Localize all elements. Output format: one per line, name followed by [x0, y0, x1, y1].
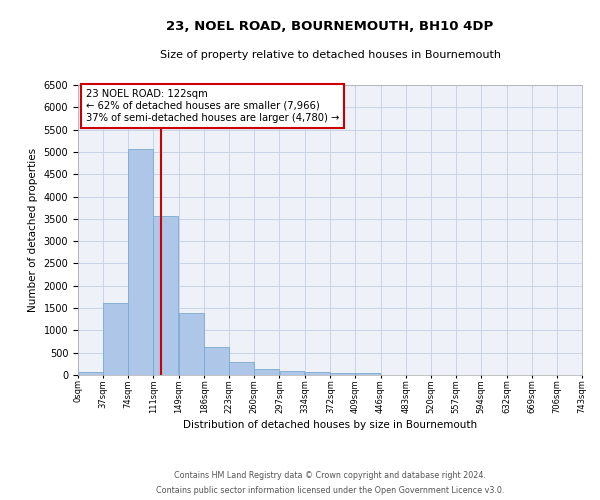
Bar	[356, 373, 380, 375]
Bar	[254, 369, 280, 375]
Bar	[103, 302, 128, 375]
Bar	[154, 216, 178, 375]
Text: Size of property relative to detached houses in Bournemouth: Size of property relative to detached ho…	[160, 50, 500, 60]
Bar	[179, 312, 204, 375]
Bar	[128, 148, 153, 375]
Text: 23, NOEL ROAD, BOURNEMOUTH, BH10 4DP: 23, NOEL ROAD, BOURNEMOUTH, BH10 4DP	[166, 20, 494, 33]
Text: Contains public sector information licensed under the Open Government Licence v3: Contains public sector information licen…	[156, 486, 504, 495]
Bar	[78, 372, 103, 375]
Y-axis label: Number of detached properties: Number of detached properties	[28, 148, 38, 312]
Bar	[331, 373, 355, 375]
Text: Contains HM Land Registry data © Crown copyright and database right 2024.: Contains HM Land Registry data © Crown c…	[174, 471, 486, 480]
Bar	[305, 372, 329, 375]
Text: 23 NOEL ROAD: 122sqm
← 62% of detached houses are smaller (7,966)
37% of semi-de: 23 NOEL ROAD: 122sqm ← 62% of detached h…	[86, 90, 339, 122]
Bar	[229, 362, 254, 375]
Bar	[204, 347, 229, 375]
Bar	[280, 370, 304, 375]
X-axis label: Distribution of detached houses by size in Bournemouth: Distribution of detached houses by size …	[183, 420, 477, 430]
